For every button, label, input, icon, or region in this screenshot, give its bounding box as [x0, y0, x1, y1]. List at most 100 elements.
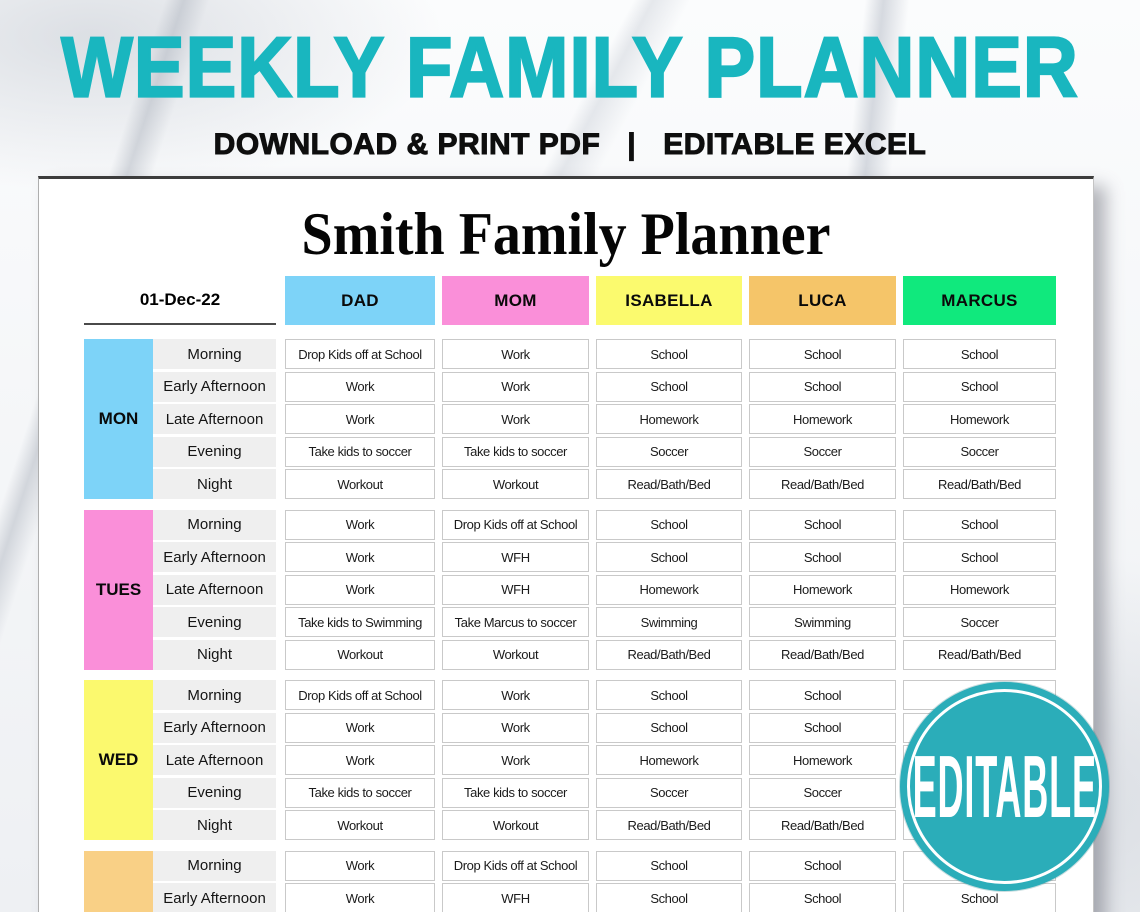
activity-cell: Homework [596, 574, 742, 605]
activity-cell: Work [285, 542, 435, 572]
activity-cell: School [596, 680, 742, 710]
time-slot-label: Early Afternoon [153, 712, 276, 743]
activity-cell: Read/Bath/Bed [903, 639, 1056, 670]
activity-cell: School [749, 339, 896, 369]
banner-title: WEEKLY FAMILY PLANNER [60, 20, 1079, 116]
day-cell [84, 850, 153, 912]
activity-cell: Work [285, 371, 435, 402]
activity-cell: WFH [442, 542, 589, 572]
activity-cell: School [596, 712, 742, 743]
time-slot-label: Late Afternoon [153, 745, 276, 775]
activity-cell: Homework [749, 745, 896, 775]
activity-cell: Homework [903, 574, 1056, 605]
time-slot-label: Late Afternoon [153, 404, 276, 434]
activity-cell: Workout [442, 639, 589, 670]
activity-cell: School [903, 339, 1056, 369]
activity-cell: Soccer [749, 436, 896, 467]
planner-sheet: Smith Family Planner 01-Dec-22 DAD MOM ISA… [38, 176, 1094, 912]
activity-cell: Take Marcus to soccer [442, 607, 589, 637]
activity-cell: Work [285, 850, 435, 881]
day-cell-mon: MON [84, 339, 153, 499]
activity-cell: Read/Bath/Bed [596, 639, 742, 670]
column-header-mom: MOM [442, 276, 589, 325]
activity-cell: Work [442, 712, 589, 743]
banner-subtitle: DOWNLOAD & PRINT PDF | EDITABLE EXCEL [0, 128, 1140, 162]
time-slot-label: Morning [153, 339, 276, 369]
activity-cell: Take kids to soccer [285, 777, 435, 808]
activity-cell: Soccer [903, 607, 1056, 637]
activity-cell: School [749, 509, 896, 540]
day-cell-tues: TUES [84, 509, 153, 670]
activity-cell: Work [442, 404, 589, 434]
time-slot-label: Evening [153, 436, 276, 467]
time-slot-label: Early Afternoon [153, 883, 276, 912]
activity-cell: Read/Bath/Bed [596, 469, 742, 499]
activity-cell: Drop Kids off at School [285, 680, 435, 710]
activity-cell: Read/Bath/Bed [903, 469, 1056, 499]
activity-cell: Take kids to Swimming [285, 607, 435, 637]
activity-cell: Work [285, 883, 435, 912]
activity-cell: Work [442, 339, 589, 369]
time-slot-label: Evening [153, 607, 276, 637]
activity-cell: School [749, 542, 896, 572]
activity-cell: Read/Bath/Bed [596, 810, 742, 840]
activity-cell: Work [285, 745, 435, 775]
date-cell: 01-Dec-22 [84, 276, 276, 325]
activity-cell: Swimming [749, 607, 896, 637]
column-header-luca: LUCA [749, 276, 896, 325]
activity-cell: School [749, 712, 896, 743]
time-slot-label: Night [153, 810, 276, 840]
day-cell-wed: WED [84, 680, 153, 840]
time-slot-label: Late Afternoon [153, 574, 276, 605]
time-slot-label: Morning [153, 509, 276, 540]
banner: WEEKLY FAMILY PLANNER DOWNLOAD & PRINT P… [0, 0, 1140, 161]
activity-cell: Homework [596, 745, 742, 775]
time-slot-label: Night [153, 639, 276, 670]
activity-cell: School [596, 509, 742, 540]
activity-cell: School [749, 850, 896, 881]
activity-cell: Homework [749, 574, 896, 605]
activity-cell: WFH [442, 574, 589, 605]
activity-cell: Take kids to soccer [442, 777, 589, 808]
activity-cell: Soccer [903, 436, 1056, 467]
activity-cell: Read/Bath/Bed [749, 469, 896, 499]
column-header-isabella: ISABELLA [596, 276, 742, 325]
activity-cell: Workout [285, 469, 435, 499]
column-header-marcus: MARCUS [903, 276, 1056, 325]
activity-cell: Drop Kids off at School [442, 509, 589, 540]
banner-subtitle-right: EDITABLE EXCEL [663, 128, 927, 162]
activity-cell: Swimming [596, 607, 742, 637]
editable-badge-label: EDITABLE [912, 736, 1097, 836]
activity-cell: School [596, 542, 742, 572]
activity-cell: School [903, 509, 1056, 540]
activity-cell: School [749, 883, 896, 912]
activity-cell: School [596, 883, 742, 912]
activity-cell: School [596, 339, 742, 369]
time-slot-label: Morning [153, 680, 276, 710]
activity-cell: Drop Kids off at School [442, 850, 589, 881]
activity-cell: School [596, 850, 742, 881]
banner-subtitle-left: DOWNLOAD & PRINT PDF [213, 128, 601, 162]
activity-cell: Take kids to soccer [285, 436, 435, 467]
activity-cell: Work [442, 745, 589, 775]
activity-cell: Workout [285, 810, 435, 840]
activity-cell: WFH [442, 883, 589, 912]
activity-cell: Work [285, 509, 435, 540]
activity-cell: Take kids to soccer [442, 436, 589, 467]
activity-cell: Soccer [596, 436, 742, 467]
planner-table: 01-Dec-22 DAD MOM ISABELLA LUCA MARCUS MON Mor… [84, 276, 1056, 912]
activity-cell: Soccer [596, 777, 742, 808]
planner-title: Smith Family Planner [301, 201, 831, 269]
activity-cell: Work [442, 680, 589, 710]
activity-cell: Workout [442, 810, 589, 840]
activity-cell: Read/Bath/Bed [749, 639, 896, 670]
activity-cell: School [749, 680, 896, 710]
editable-badge: EDITABLE [900, 682, 1109, 891]
activity-cell: Homework [749, 404, 896, 434]
date-label: 01-Dec-22 [139, 289, 221, 309]
activity-cell: Work [442, 371, 589, 402]
activity-cell: Workout [442, 469, 589, 499]
time-slot-label: Evening [153, 777, 276, 808]
activity-cell: School [903, 542, 1056, 572]
